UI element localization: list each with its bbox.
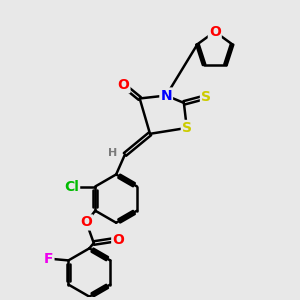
Text: Cl: Cl (64, 179, 79, 194)
Text: O: O (209, 25, 221, 39)
Text: O: O (80, 215, 92, 230)
Text: H: H (108, 148, 117, 158)
Text: O: O (112, 233, 124, 247)
Text: S: S (201, 90, 211, 104)
Text: F: F (44, 252, 53, 266)
Text: O: O (118, 78, 129, 92)
Text: N: N (160, 88, 172, 103)
Text: S: S (182, 121, 192, 135)
